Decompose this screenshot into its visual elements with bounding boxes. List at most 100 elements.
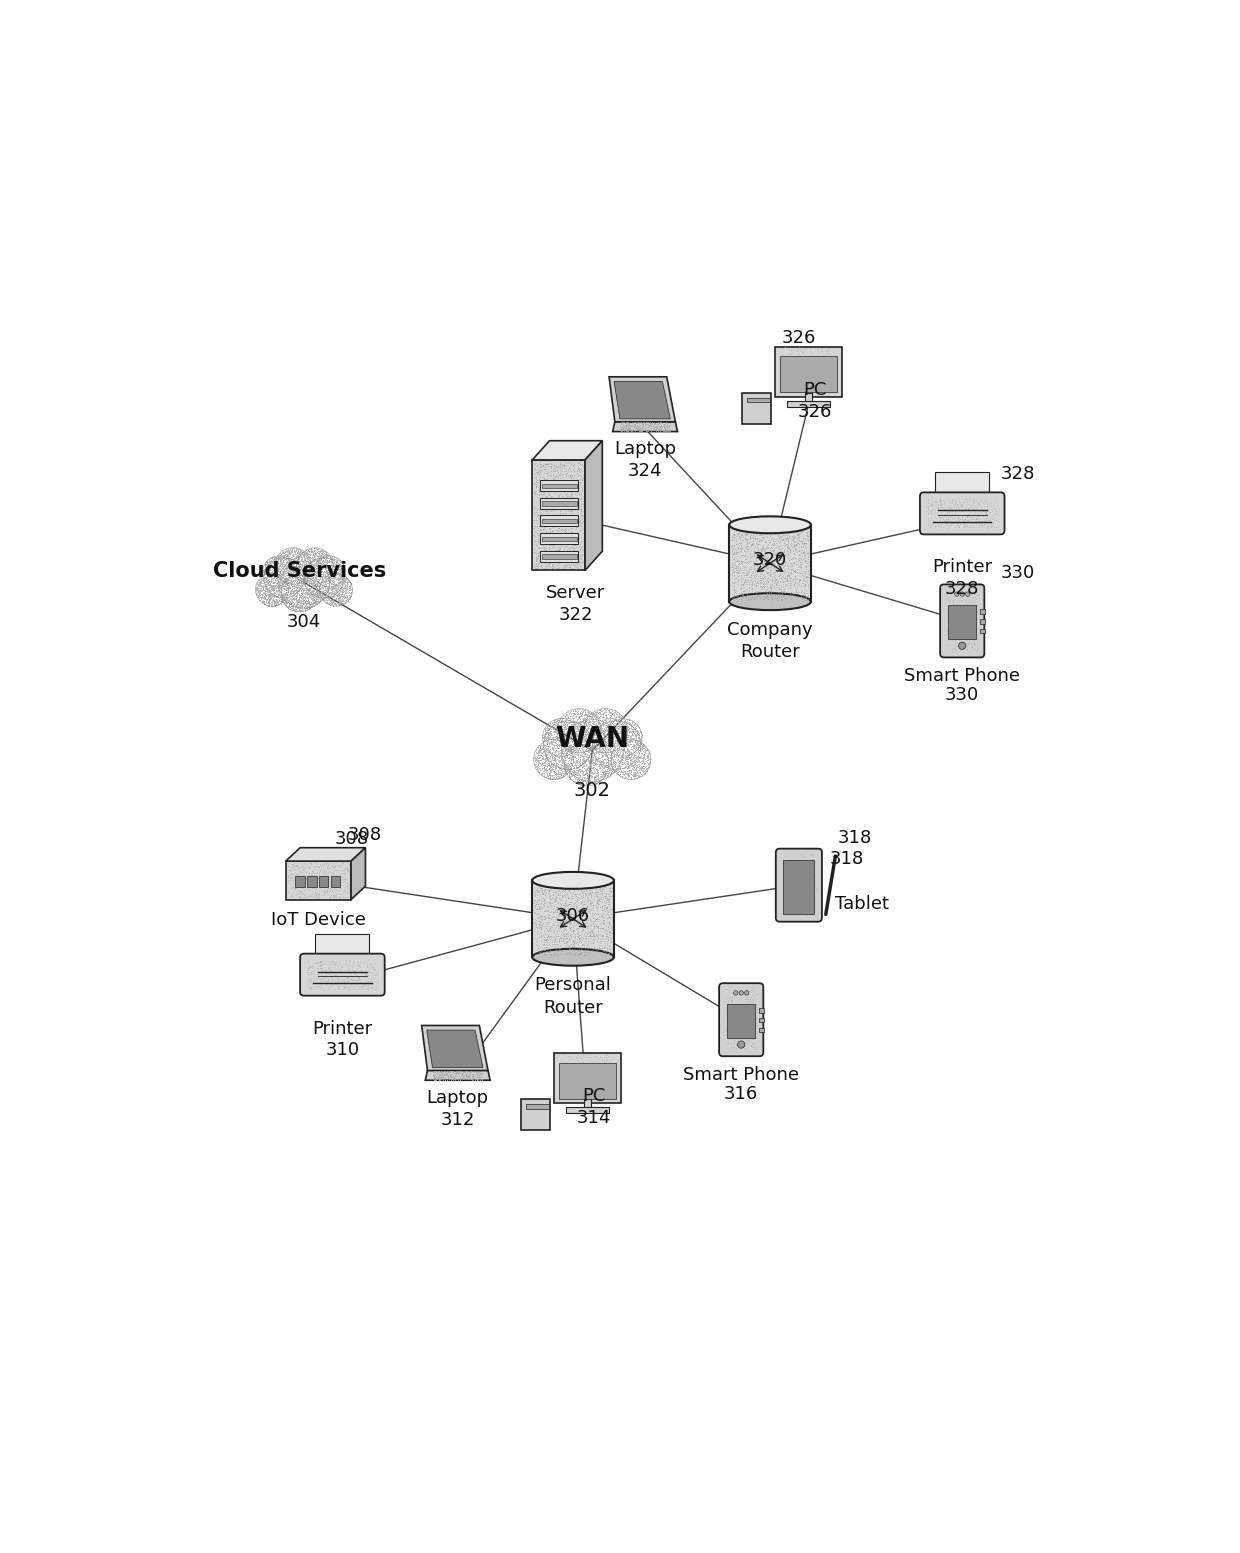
Point xyxy=(554,924,574,949)
Point xyxy=(254,592,274,617)
Point xyxy=(258,579,278,604)
Point xyxy=(308,589,327,613)
Point xyxy=(260,584,280,609)
Point xyxy=(562,721,582,745)
Point xyxy=(294,550,314,575)
Point xyxy=(557,752,577,776)
Point xyxy=(288,544,308,568)
Point xyxy=(758,559,777,584)
Point xyxy=(621,741,641,766)
Point xyxy=(538,717,558,742)
Point xyxy=(568,1068,588,1093)
Point xyxy=(288,561,308,585)
Point xyxy=(326,589,346,613)
Point xyxy=(531,904,551,929)
Point xyxy=(273,578,293,603)
Point xyxy=(528,752,548,776)
Point xyxy=(730,516,750,540)
Point xyxy=(310,567,330,592)
Point xyxy=(551,450,570,475)
Point xyxy=(632,742,652,767)
Point xyxy=(604,700,624,725)
Point xyxy=(277,565,296,590)
Point xyxy=(296,590,316,615)
Point xyxy=(750,573,770,598)
Point xyxy=(466,1067,486,1092)
Point xyxy=(289,565,309,590)
Point xyxy=(460,1065,480,1090)
Point xyxy=(790,898,810,922)
Point xyxy=(551,873,570,898)
Point xyxy=(278,554,298,579)
Point xyxy=(750,551,770,576)
Point xyxy=(558,713,578,738)
Point xyxy=(293,596,312,621)
Point xyxy=(585,770,605,795)
Point xyxy=(552,728,572,753)
Point xyxy=(329,587,348,612)
Point xyxy=(771,542,791,567)
Point xyxy=(653,415,673,439)
Point xyxy=(329,885,348,910)
Point xyxy=(601,721,621,745)
Point xyxy=(357,975,377,1000)
Point xyxy=(327,590,347,615)
Point xyxy=(298,565,317,590)
Point xyxy=(568,755,588,780)
Point xyxy=(321,957,341,981)
Point xyxy=(264,570,284,595)
Point xyxy=(595,902,615,927)
Point xyxy=(337,969,357,994)
Point xyxy=(532,749,552,773)
Point xyxy=(596,750,616,775)
Point xyxy=(564,537,584,562)
Point xyxy=(574,749,594,773)
Point xyxy=(288,598,308,623)
Point xyxy=(252,573,272,598)
Point xyxy=(775,348,795,373)
Point xyxy=(769,523,789,548)
Point xyxy=(299,592,319,617)
Point xyxy=(563,485,583,509)
Point xyxy=(301,550,321,575)
Point xyxy=(573,879,593,904)
Point xyxy=(817,339,837,363)
Point xyxy=(304,587,324,612)
Point xyxy=(963,505,983,530)
Point xyxy=(281,595,301,620)
Point xyxy=(320,576,340,601)
Point xyxy=(570,713,590,738)
Point xyxy=(618,755,637,780)
Point xyxy=(754,587,774,612)
Point xyxy=(558,750,578,775)
Point xyxy=(308,576,327,601)
Point xyxy=(546,933,565,958)
Point xyxy=(622,716,642,741)
Point xyxy=(546,759,565,784)
FancyBboxPatch shape xyxy=(539,516,578,526)
Point xyxy=(525,747,544,772)
Point xyxy=(625,764,645,789)
Point xyxy=(547,520,567,545)
Point xyxy=(538,884,558,909)
Point xyxy=(791,550,811,575)
Point xyxy=(558,938,578,963)
Point xyxy=(756,553,776,578)
Point xyxy=(290,593,310,618)
Point xyxy=(613,416,632,441)
Point xyxy=(527,544,547,568)
Point xyxy=(315,559,335,584)
Point xyxy=(956,511,976,536)
Point xyxy=(795,572,815,596)
Point xyxy=(311,974,331,999)
Point xyxy=(548,921,568,946)
Point xyxy=(254,572,274,596)
Point xyxy=(584,752,604,776)
Point xyxy=(551,756,570,781)
Point xyxy=(300,567,320,592)
Point xyxy=(279,576,299,601)
Point xyxy=(723,542,743,567)
Point xyxy=(300,568,320,593)
Point xyxy=(559,554,579,579)
Point xyxy=(298,590,317,615)
